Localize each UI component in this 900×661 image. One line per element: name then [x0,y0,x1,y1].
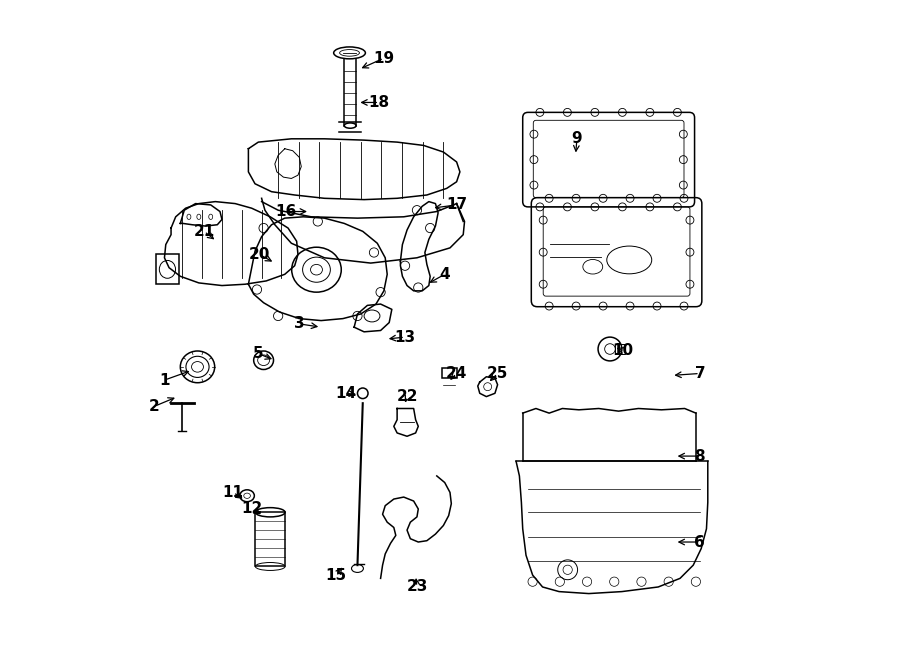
Text: 1: 1 [159,373,170,387]
Text: 4: 4 [439,267,450,282]
Text: 5: 5 [253,346,264,361]
Text: 8: 8 [695,449,706,463]
Text: 18: 18 [369,95,390,110]
Text: 2: 2 [148,399,159,414]
Text: 15: 15 [326,568,346,582]
Text: 20: 20 [249,247,270,262]
Text: 10: 10 [613,343,634,358]
Text: 13: 13 [394,330,416,344]
Text: 21: 21 [194,224,215,239]
Bar [616,344,625,354]
Text: 17: 17 [446,198,467,212]
Bar [156,254,179,284]
Text: 7: 7 [695,366,706,381]
Text: 19: 19 [374,51,394,65]
Text: 22: 22 [397,389,418,404]
Text: 16: 16 [275,204,297,219]
Text: 25: 25 [487,366,508,381]
Text: 6: 6 [695,535,706,549]
Bar [442,368,456,378]
Text: 3: 3 [294,317,304,331]
Text: 23: 23 [406,580,428,594]
Text: 14: 14 [335,386,356,401]
Text: 11: 11 [222,485,244,500]
Text: 9: 9 [572,132,582,146]
Bar [256,512,285,566]
Text: 24: 24 [446,366,467,381]
Text: 12: 12 [241,502,262,516]
